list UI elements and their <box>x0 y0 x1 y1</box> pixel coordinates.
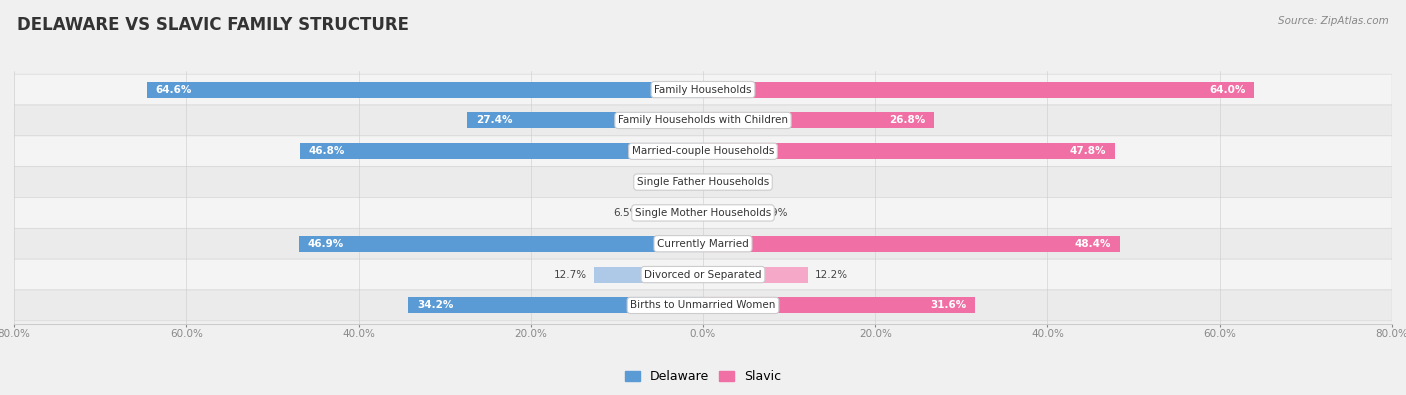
Text: 46.8%: 46.8% <box>308 146 344 156</box>
Bar <box>593 267 703 282</box>
Bar <box>703 236 1119 252</box>
Text: 64.0%: 64.0% <box>1209 85 1246 94</box>
FancyBboxPatch shape <box>14 259 1392 290</box>
FancyBboxPatch shape <box>14 105 1392 136</box>
Bar <box>647 205 703 221</box>
Text: Married-couple Households: Married-couple Households <box>631 146 775 156</box>
Text: 47.8%: 47.8% <box>1070 146 1107 156</box>
Text: 27.4%: 27.4% <box>475 115 512 126</box>
Text: 6.5%: 6.5% <box>613 208 640 218</box>
Text: 31.6%: 31.6% <box>931 301 966 310</box>
Text: Single Mother Households: Single Mother Households <box>636 208 770 218</box>
Text: Single Father Households: Single Father Households <box>637 177 769 187</box>
Bar <box>299 236 703 252</box>
Text: 12.7%: 12.7% <box>554 269 586 280</box>
Bar <box>703 82 1254 98</box>
FancyBboxPatch shape <box>14 228 1392 259</box>
FancyBboxPatch shape <box>14 290 1392 321</box>
Text: Currently Married: Currently Married <box>657 239 749 249</box>
Text: 2.2%: 2.2% <box>728 177 755 187</box>
Text: 46.9%: 46.9% <box>308 239 344 249</box>
Text: 2.5%: 2.5% <box>648 177 675 187</box>
Bar <box>703 205 754 221</box>
Bar <box>146 82 703 98</box>
Bar <box>703 113 934 128</box>
Bar <box>467 113 703 128</box>
Text: 48.4%: 48.4% <box>1074 239 1111 249</box>
Legend: Delaware, Slavic: Delaware, Slavic <box>620 365 786 388</box>
Text: Family Households with Children: Family Households with Children <box>619 115 787 126</box>
Text: 34.2%: 34.2% <box>418 301 454 310</box>
Text: 26.8%: 26.8% <box>889 115 925 126</box>
Bar <box>703 297 976 313</box>
Text: Source: ZipAtlas.com: Source: ZipAtlas.com <box>1278 16 1389 26</box>
FancyBboxPatch shape <box>14 198 1392 228</box>
Bar <box>409 297 703 313</box>
Bar <box>682 174 703 190</box>
Bar <box>703 143 1115 159</box>
FancyBboxPatch shape <box>14 74 1392 105</box>
Bar <box>299 143 703 159</box>
Text: 12.2%: 12.2% <box>815 269 848 280</box>
Text: 5.9%: 5.9% <box>761 208 787 218</box>
Bar <box>703 174 721 190</box>
Text: Family Households: Family Households <box>654 85 752 94</box>
Bar <box>703 267 808 282</box>
FancyBboxPatch shape <box>14 167 1392 198</box>
Text: Divorced or Separated: Divorced or Separated <box>644 269 762 280</box>
Text: DELAWARE VS SLAVIC FAMILY STRUCTURE: DELAWARE VS SLAVIC FAMILY STRUCTURE <box>17 16 409 34</box>
FancyBboxPatch shape <box>14 136 1392 167</box>
Text: 64.6%: 64.6% <box>155 85 191 94</box>
Text: Births to Unmarried Women: Births to Unmarried Women <box>630 301 776 310</box>
